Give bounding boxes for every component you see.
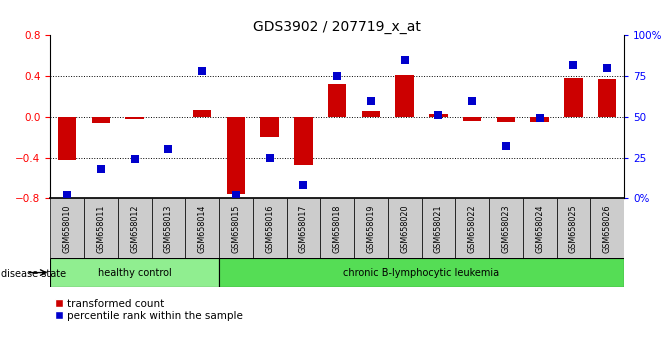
Bar: [84, 198, 118, 258]
Bar: [530, 117, 549, 122]
Bar: [152, 198, 185, 258]
Text: GSM658025: GSM658025: [569, 204, 578, 253]
Bar: [185, 198, 219, 258]
Bar: [50, 258, 219, 287]
Bar: [219, 198, 253, 258]
Point: [433, 112, 444, 118]
Text: disease state: disease state: [1, 269, 66, 279]
Bar: [58, 117, 76, 160]
Text: GSM658019: GSM658019: [366, 204, 376, 253]
Bar: [118, 198, 152, 258]
Title: GDS3902 / 207719_x_at: GDS3902 / 207719_x_at: [253, 21, 421, 34]
Text: GSM658016: GSM658016: [265, 204, 274, 252]
Point: [62, 192, 72, 198]
Bar: [253, 198, 287, 258]
Bar: [287, 198, 320, 258]
Bar: [354, 198, 388, 258]
Bar: [590, 198, 624, 258]
Bar: [294, 117, 313, 165]
Text: GSM658014: GSM658014: [198, 204, 207, 252]
Bar: [556, 198, 590, 258]
Text: GSM658017: GSM658017: [299, 204, 308, 253]
Text: GSM658011: GSM658011: [97, 204, 105, 252]
Bar: [328, 84, 346, 117]
Bar: [489, 198, 523, 258]
Point: [602, 65, 613, 71]
Text: GSM658022: GSM658022: [468, 204, 476, 253]
Point: [95, 166, 106, 172]
Bar: [388, 198, 421, 258]
Text: GSM658023: GSM658023: [501, 204, 511, 253]
Text: GSM658015: GSM658015: [231, 204, 240, 253]
Point: [331, 73, 342, 79]
Point: [534, 116, 545, 121]
Text: GSM658026: GSM658026: [603, 204, 612, 253]
Text: GSM658012: GSM658012: [130, 204, 139, 253]
Bar: [463, 117, 482, 121]
Bar: [523, 198, 556, 258]
Point: [231, 192, 242, 198]
Bar: [598, 79, 617, 117]
Point: [467, 98, 478, 103]
Text: GSM658010: GSM658010: [62, 204, 72, 252]
Bar: [429, 114, 448, 117]
Bar: [395, 75, 414, 117]
Text: healthy control: healthy control: [98, 268, 172, 278]
Bar: [564, 78, 582, 117]
Legend: transformed count, percentile rank within the sample: transformed count, percentile rank withi…: [56, 299, 243, 321]
Text: GSM658020: GSM658020: [400, 204, 409, 253]
Bar: [456, 198, 489, 258]
Point: [399, 57, 410, 63]
Bar: [92, 117, 110, 123]
Text: GSM658013: GSM658013: [164, 204, 173, 252]
Bar: [362, 111, 380, 117]
Bar: [125, 117, 144, 119]
Text: GSM658024: GSM658024: [535, 204, 544, 253]
Bar: [260, 117, 279, 137]
Text: chronic B-lymphocytic leukemia: chronic B-lymphocytic leukemia: [344, 268, 500, 278]
Bar: [497, 117, 515, 122]
Bar: [320, 198, 354, 258]
Bar: [421, 198, 456, 258]
Point: [130, 156, 140, 162]
Bar: [50, 198, 84, 258]
Point: [366, 98, 376, 103]
Point: [197, 68, 207, 74]
Bar: [219, 258, 624, 287]
Text: GSM658021: GSM658021: [434, 204, 443, 253]
Point: [264, 155, 275, 160]
Point: [163, 147, 174, 152]
Point: [298, 182, 309, 188]
Bar: [227, 117, 245, 194]
Point: [501, 143, 511, 149]
Text: GSM658018: GSM658018: [333, 204, 342, 252]
Bar: [193, 110, 211, 117]
Point: [568, 62, 579, 68]
